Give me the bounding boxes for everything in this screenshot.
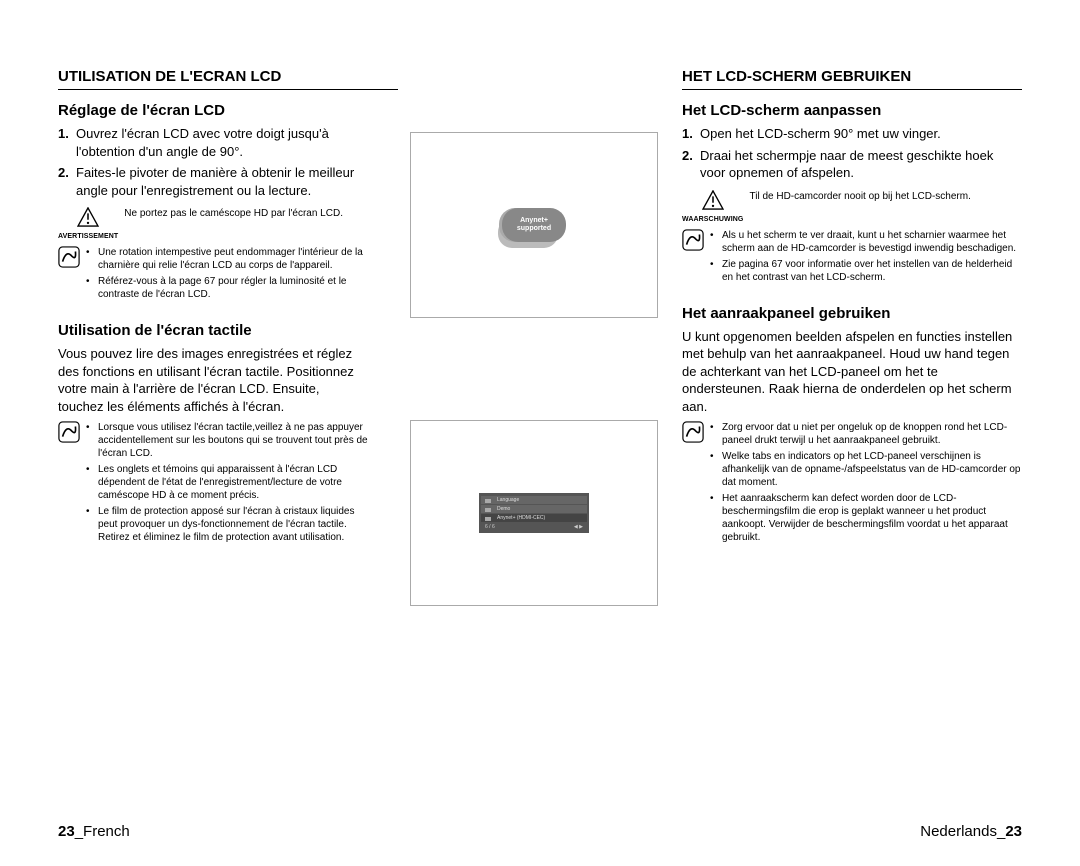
footer-left: 23_French	[58, 823, 130, 840]
step-nl-2: Draai het schermpje naar de meest geschi…	[682, 147, 1022, 182]
section-title-fr: UTILISATION DE L'ECRAN LCD	[58, 68, 398, 90]
steps-fr: Ouvrez l'écran LCD avec votre doigt jusq…	[58, 125, 368, 199]
figure-anynet: Anynet+ supported	[410, 132, 658, 318]
heading-aanpassen: Het LCD-scherm aanpassen	[682, 102, 1022, 119]
note-bullet: Référez-vous à la page 67 pour régler la…	[86, 275, 368, 301]
footer-lang-nl: Nederlands	[920, 823, 997, 840]
heading-tactile: Utilisation de l'écran tactile	[58, 322, 398, 339]
note-block-nl-1: Als u het scherm te ver draait, kunt u h…	[682, 229, 1022, 287]
warning-text-fr: Ne portez pas le caméscope HD par l'écra…	[124, 207, 368, 220]
note-block-nl-2: Zorg ervoor dat u niet per ongeluk op de…	[682, 421, 1022, 547]
note-bullet: Le film de protection apposé sur l'écran…	[86, 505, 368, 544]
body-nl: U kunt opgenomen beelden afspelen en fun…	[682, 328, 1022, 416]
note-icon	[58, 421, 80, 443]
menu-page: 6 / 6	[485, 524, 495, 530]
menu-footer: 6 / 6 ◀ ▶	[481, 523, 587, 531]
anynet-badge: Anynet+ supported	[502, 208, 566, 242]
body-fr: Vous pouvez lire des images enregistrées…	[58, 345, 368, 415]
warning-icon	[77, 207, 99, 227]
steps-nl: Open het LCD-scherm 90° met uw vinger. D…	[682, 125, 1022, 182]
warning-block-fr: AVERTISSEMENT Ne portez pas le caméscope…	[58, 207, 368, 240]
heading-aanraak: Het aanraakpaneel gebruiken	[682, 305, 1022, 322]
step-nl-1: Open het LCD-scherm 90° met uw vinger.	[682, 125, 1022, 143]
menu-box: Language Demo Anynet+ (HDMI-CEC) 6 / 6 ◀…	[479, 493, 589, 533]
heading-reglage: Réglage de l'écran LCD	[58, 102, 398, 119]
note-bullet: Als u het scherm te ver draait, kunt u h…	[710, 229, 1022, 255]
step-fr-2: Faites-le pivoter de manière à obtenir l…	[58, 164, 368, 199]
footer-right: Nederlands_23	[920, 823, 1022, 840]
note-icon	[58, 246, 80, 268]
note-bullet: Welke tabs en indicators op het LCD-pane…	[710, 450, 1022, 489]
figure-menu: Language Demo Anynet+ (HDMI-CEC) 6 / 6 ◀…	[410, 420, 658, 606]
warning-label-nl: WAARSCHUWING	[682, 216, 743, 223]
note-bullet: Zie pagina 67 voor informatie over het i…	[710, 258, 1022, 284]
note-bullet: Les onglets et témoins qui apparaissent …	[86, 463, 368, 502]
warning-block-nl: WAARSCHUWING Til de HD-camcorder nooit o…	[682, 190, 1022, 223]
note-text-fr-2: Lorsque vous utilisez l'écran tactile,ve…	[86, 421, 368, 547]
menu-nav-icon: ◀ ▶	[574, 524, 583, 530]
note-block-fr-2: Lorsque vous utilisez l'écran tactile,ve…	[58, 421, 368, 547]
note-text-fr-1: Une rotation intempestive peut endommage…	[86, 246, 368, 304]
section-title-nl: HET LCD-SCHERM GEBRUIKEN	[682, 68, 1022, 90]
note-bullet: Het aanraakscherm kan defect worden door…	[710, 492, 1022, 544]
footer-num-nl: 23	[1005, 823, 1022, 840]
badge-line1: Anynet+	[520, 217, 548, 225]
menu-row: Demo	[481, 505, 587, 513]
note-text-nl-1: Als u het scherm te ver draait, kunt u h…	[710, 229, 1022, 287]
menu-row: Language	[481, 496, 587, 504]
note-block-fr-1: Une rotation intempestive peut endommage…	[58, 246, 368, 304]
menu-row: Anynet+ (HDMI-CEC)	[481, 514, 587, 522]
warning-icon	[702, 190, 724, 210]
note-icon	[682, 229, 704, 251]
warning-text-nl: Til de HD-camcorder nooit op bij het LCD…	[749, 190, 1022, 203]
footer-lang-fr: French	[83, 823, 130, 840]
warning-label-fr: AVERTISSEMENT	[58, 233, 118, 240]
note-bullet: Lorsque vous utilisez l'écran tactile,ve…	[86, 421, 368, 460]
note-bullet: Zorg ervoor dat u niet per ongeluk op de…	[710, 421, 1022, 447]
note-bullet: Une rotation intempestive peut endommage…	[86, 246, 368, 272]
step-fr-1: Ouvrez l'écran LCD avec votre doigt jusq…	[58, 125, 368, 160]
note-text-nl-2: Zorg ervoor dat u niet per ongeluk op de…	[710, 421, 1022, 547]
warning-icon-wrap: WAARSCHUWING	[682, 190, 743, 223]
badge-line2: supported	[517, 225, 551, 233]
note-icon	[682, 421, 704, 443]
footer-num-fr: 23	[58, 823, 75, 840]
page-footer: 23_French Nederlands_23	[58, 823, 1022, 840]
warning-icon-wrap: AVERTISSEMENT	[58, 207, 118, 240]
